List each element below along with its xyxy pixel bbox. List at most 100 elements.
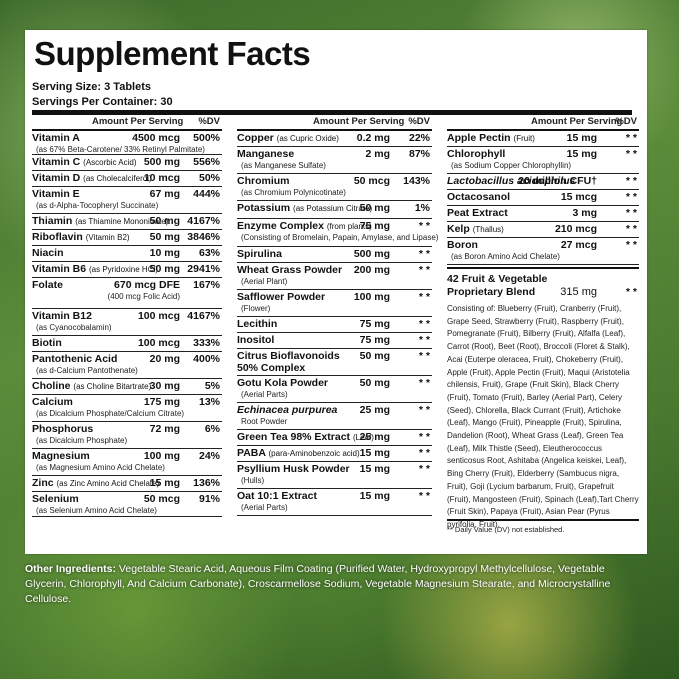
- nutrient-sub-note: (as Cyanocobalamin): [36, 323, 112, 332]
- nutrient-row: Choline (as Choline Bitartrate) 30 mg 5%: [32, 379, 222, 395]
- daily-value: 4167%: [187, 310, 220, 322]
- nutrient-name-text: PABA: [237, 447, 266, 459]
- amount-value: 15 mg: [149, 477, 180, 489]
- nutrient-name: Pantothenic Acid: [32, 353, 117, 366]
- daily-value: 556%: [193, 156, 220, 168]
- daily-value: 3846%: [187, 231, 220, 243]
- daily-value: * *: [418, 334, 430, 346]
- amount-value: 2 mg: [365, 148, 390, 160]
- column-header: Amount Per Serving %DV: [447, 115, 639, 131]
- nutrient-sub-note: (as Magnesium Amino Acid Chelate): [36, 463, 165, 472]
- amount-value: 27 mcg: [560, 239, 597, 251]
- nutrient-name: Green Tea 98% Extract (Leaf): [237, 431, 374, 444]
- nutrient-source-note: (as Cholecalciferol): [83, 174, 152, 183]
- nutrient-row: Psyllium Husk Powder 15 mg * * (Hulls): [237, 462, 432, 489]
- nutrient-row: Spirulina 500 mg * *: [237, 247, 432, 263]
- nutrient-name-text: Vitamin D: [32, 172, 81, 184]
- blend-ingredients: Consisting of: Blueberry (Fruit), Cranbe…: [447, 304, 639, 529]
- daily-value: * *: [625, 223, 637, 235]
- other-ingredients-label: Other Ingredients:: [25, 563, 117, 575]
- nutrient-row: Pantothenic Acid 20 mg 400% (as d-Calcium P…: [32, 352, 222, 379]
- nutrient-name-text: Vitamin C: [32, 156, 81, 168]
- nutrient-row: Citrus Bioflavonoids 50% Complex 50 mg * *: [237, 349, 432, 376]
- nutrient-name-text: Lecithin: [237, 318, 278, 330]
- blend-name-line2: Proprietary Blend: [447, 286, 536, 298]
- nutrient-row: Vitamin B6 (as Pyridoxine HCl) 50 mg 2941%: [32, 262, 222, 278]
- daily-value: * *: [418, 490, 430, 502]
- amount-value: 50 mg: [149, 215, 180, 227]
- blend-amount: 315 mg: [560, 286, 597, 298]
- daily-value: 13%: [198, 396, 220, 408]
- nutrient-row: Folate 670 mcg DFE 167% (400 mcg Folic Acid…: [32, 278, 222, 309]
- amount-value: 15 mg: [566, 132, 597, 144]
- nutrient-name-text: Kelp: [447, 223, 470, 235]
- nutrient-name: Chlorophyll: [447, 148, 505, 161]
- nutrient-sub-note: (as d-Calcium Pantothenate): [36, 366, 138, 375]
- nutrient-name: Copper (as Cupric Oxide): [237, 132, 339, 145]
- daily-value: 1%: [414, 202, 430, 214]
- daily-value: 4167%: [187, 215, 220, 227]
- nutrient-name: Octacosanol: [447, 191, 510, 204]
- nutrient-name: Vitamin C (Ascorbic Acid): [32, 156, 137, 169]
- nutrient-name: Riboflavin (Vitamin B2): [32, 231, 130, 244]
- amount-value: 50 mg: [149, 231, 180, 243]
- nutrient-name-text: Enzyme Complex: [237, 220, 324, 232]
- nutrient-name-text: Octacosanol: [447, 191, 511, 203]
- nutrient-name-text: Lactobacillus acidophilus: [447, 175, 576, 187]
- nutrient-row: Chlorophyll 15 mg * * (as Sodium Copper Chl…: [447, 147, 639, 174]
- nutrient-row: Enzyme Complex (from plants) 75 mg * * (Con…: [237, 219, 438, 247]
- nutrient-row: Oat 10:1 Extract 15 mg * * (Aerial Parts): [237, 489, 432, 516]
- nutrient-row: Calcium 175 mg 13% (as Dicalcium Phosphate/…: [32, 395, 222, 422]
- blend-name-line1: 42 Fruit & Vegetable: [447, 273, 548, 285]
- amount-value: 100 mcg: [137, 337, 180, 349]
- amount-value: 10 mg: [149, 247, 180, 259]
- daily-value: * *: [625, 239, 637, 251]
- column-minerals-herbs: Amount Per Serving %DV Copper (as Cupric O…: [237, 115, 438, 516]
- amount-value: 500 mg: [143, 156, 180, 168]
- amount-value: 20 million CFU†: [518, 175, 597, 187]
- daily-value: 63%: [198, 247, 220, 259]
- nutrient-name-text: Zinc: [32, 477, 54, 489]
- nutrient-name-text: Citrus Bioflavonoids: [237, 350, 340, 362]
- amount-value: 67 mg: [149, 188, 180, 200]
- nutrient-sub-note: (as Selenium Amino Acid Chelate): [36, 506, 157, 515]
- daily-value: * *: [418, 431, 430, 443]
- nutrient-name-text: Green Tea 98% Extract: [237, 431, 351, 443]
- nutrient-row: Echinacea purpurea 25 mg * * Root Powder: [237, 403, 432, 430]
- nutrient-row: Wheat Grass Powder 200 mg * * (Aerial Plant…: [237, 263, 432, 290]
- daily-value: * *: [418, 264, 430, 276]
- nutrient-name: Boron: [447, 239, 478, 252]
- nutrient-name-text: Thiamin: [32, 215, 73, 227]
- amount-value: 500 mg: [353, 248, 390, 260]
- nutrient-name: Selenium: [32, 493, 79, 506]
- amount-value: 15 mg: [359, 463, 390, 475]
- nutrient-source-note: (from plants): [326, 222, 372, 231]
- daily-value: * *: [418, 463, 430, 475]
- nutrient-row: Copper (as Cupric Oxide) 0.2 mg 22%: [237, 131, 432, 147]
- nutrient-name: Folate: [32, 279, 63, 292]
- nutrient-sub-note: (400 mcg Folic Acid): [107, 292, 180, 301]
- nutrient-name-text: Vitamin B6: [32, 263, 87, 275]
- nutrient-name-text: Psyllium Husk Powder: [237, 463, 350, 475]
- nutrient-name: Psyllium Husk Powder: [237, 463, 350, 476]
- nutrient-name: Enzyme Complex (from plants): [237, 220, 372, 233]
- daily-value: * *: [418, 248, 430, 260]
- nutrient-name: Safflower Powder: [237, 291, 325, 304]
- nutrient-name: Potassium (as Potassium Citrate): [237, 202, 372, 215]
- nutrient-row: Thiamin (as Thiamine Mononitrate) 50 mg 41…: [32, 214, 222, 230]
- nutrient-row: Zinc (as Zinc Amino Acid Chelate) 15 mg 13…: [32, 476, 222, 492]
- nutrient-row: Vitamin C (Ascorbic Acid) 500 mg 556%: [32, 155, 222, 171]
- nutrient-row: Peat Extract 3 mg * *: [447, 206, 639, 222]
- nutrient-sub-note: (Consisting of Bromelain, Papain, Amylas…: [241, 233, 439, 242]
- nutrient-row: Safflower Powder 100 mg * * (Flower): [237, 290, 432, 317]
- nutrient-row: Magnesium 100 mg 24% (as Magnesium Amino Ac…: [32, 449, 222, 476]
- daily-value: 333%: [193, 337, 220, 349]
- nutrient-source-note: (Leaf): [352, 433, 374, 442]
- nutrient-sub-note: (Hulls): [241, 476, 265, 485]
- nutrient-name-text: Vitamin E: [32, 188, 80, 200]
- nutrient-row: Apple Pectin (Fruit) 15 mg * *: [447, 131, 639, 147]
- nutrient-name: Choline (as Choline Bitartrate): [32, 380, 151, 393]
- amount-value: 50 mcg: [353, 175, 390, 187]
- nutrient-name-text: Spirulina: [237, 248, 282, 260]
- servings-per-container: Servings Per Container: 30: [32, 96, 173, 108]
